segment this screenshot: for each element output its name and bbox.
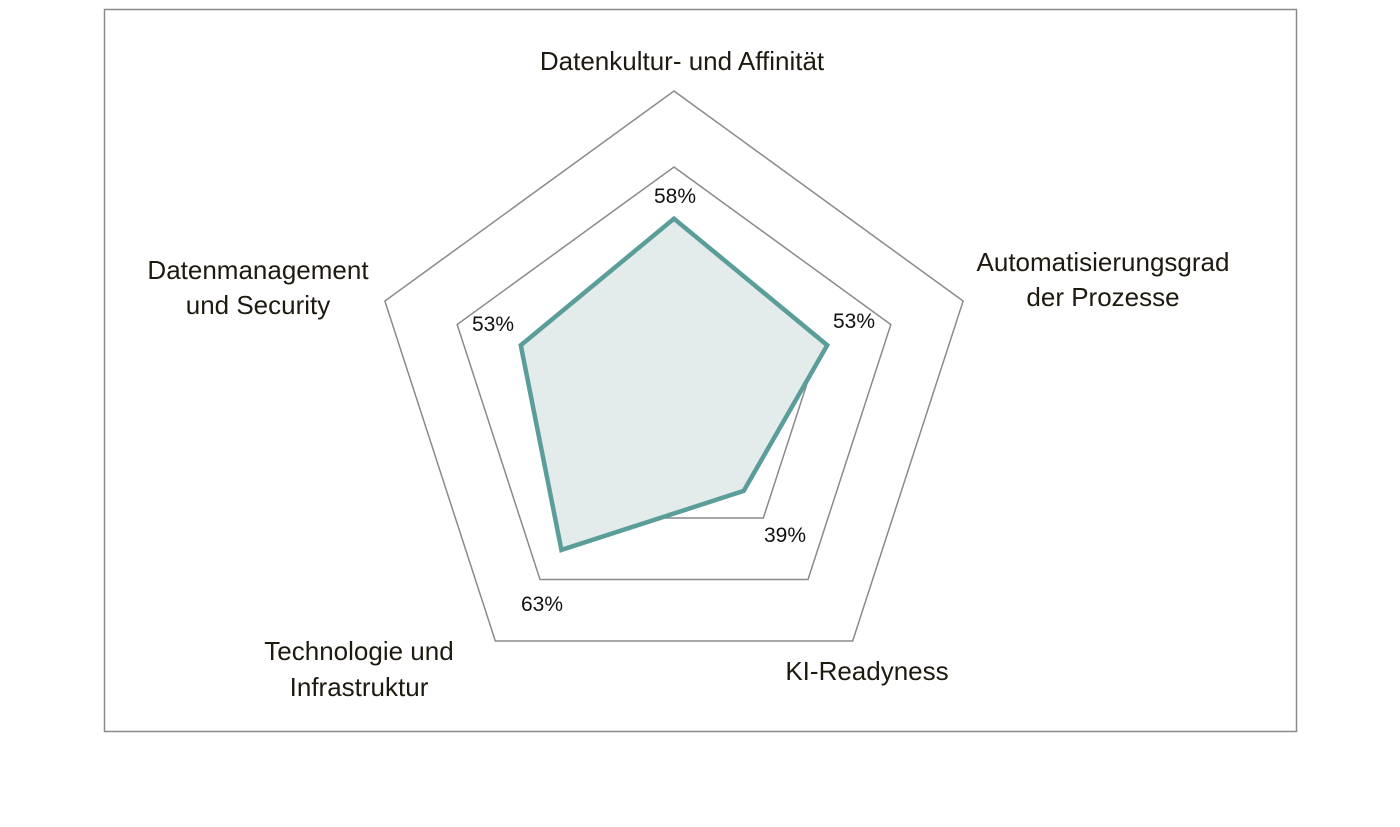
grid-ring-75 [456, 166, 892, 581]
value-label-technologie: 63% [521, 593, 563, 616]
axis-label-ki-readyness: KI-Readyness [785, 656, 948, 686]
value-label-automatisierung: 53% [833, 310, 875, 333]
axis-label-technologie: Technologie und Infrastruktur [264, 636, 453, 702]
series-polygon [518, 215, 831, 553]
value-label-ki-readyness: 39% [764, 524, 806, 547]
axis-label-datenmanagement: Datenmanagement und Security [147, 255, 369, 320]
value-label-datenkultur: 58% [654, 185, 696, 208]
axis-label-datenkultur: Datenkultur- und Affinität [540, 46, 825, 76]
grid-ring-100 [383, 90, 965, 642]
axis-label-automatisierung: Automatisierungsgrad der Prozesse [977, 247, 1230, 312]
value-label-datenmanagement: 53% [472, 313, 514, 336]
chart-frame [103, 8, 1298, 733]
series [518, 215, 831, 553]
